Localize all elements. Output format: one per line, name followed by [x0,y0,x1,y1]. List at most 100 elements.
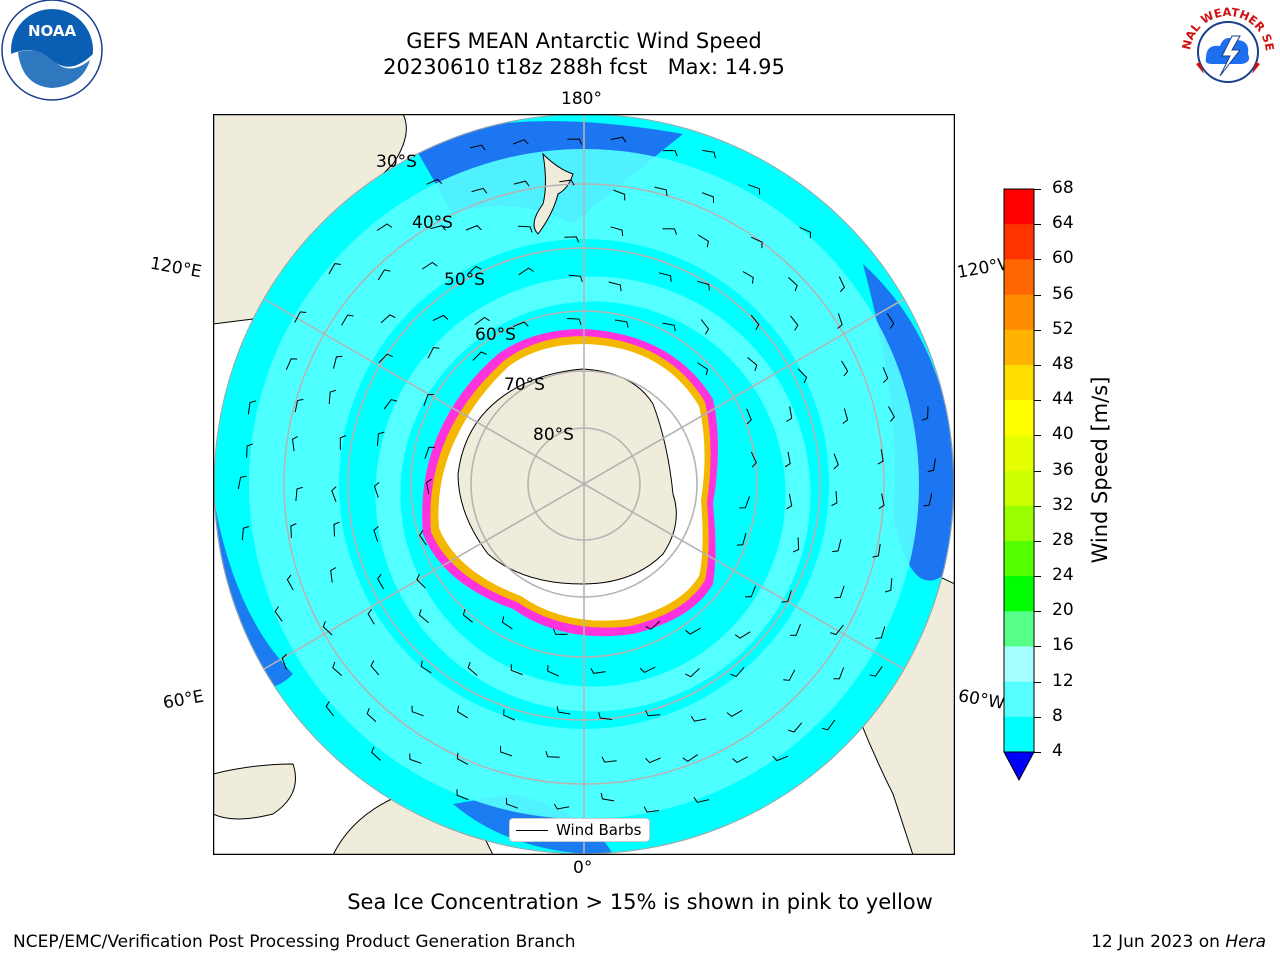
noaa-logo-text: NOAA [28,22,77,40]
wind-barb [376,431,385,446]
land-antarctica [457,368,677,585]
wind-barb [285,358,298,370]
polar-map [213,114,955,855]
wind-barb [833,667,845,680]
wind-barb [837,313,843,329]
wind-barb [645,620,661,630]
sea-ice-caption: Sea Ice Concentration > 15% is shown in … [347,890,933,914]
wind-barb [512,321,529,328]
colorbar-tick-label: 48 [1052,353,1074,374]
wind-field [214,114,954,854]
wind-barb [553,628,568,635]
wind-barb [739,496,750,509]
wind-barbs [237,136,936,813]
wind-barb [564,236,580,243]
wind-barb [367,608,375,625]
wind-barb [409,753,422,764]
wind-barb [886,313,895,329]
wind-barb [832,539,842,553]
wind-barb [295,486,303,501]
wind-barb [376,573,385,590]
wind-barb [701,192,714,203]
colorbar-tick [1034,470,1041,472]
wind-barb [610,136,627,143]
wind-barb [500,745,513,757]
wind-barb [685,627,701,635]
wind-barb [613,189,626,201]
wind-barb [512,139,529,145]
footer-date: 12 Jun 2023 on Hera [1091,932,1266,952]
wind-barb [869,666,883,677]
wind-barb [790,315,799,331]
map-legend: Wind Barbs [509,818,651,842]
wind-barb [331,486,337,502]
wind-barb [291,435,298,452]
wind-barb [330,567,337,583]
colorbar-block [1004,505,1034,542]
wind-barb [841,360,849,377]
wind-barb [474,316,490,326]
wind-barb [750,236,763,249]
wind-barb [383,399,398,410]
wind-barb [466,265,482,275]
colorbar-tick [1034,752,1041,753]
lat-label-70s: 70°S [504,375,545,395]
wind-barb [518,225,533,233]
wind-barb [286,574,294,591]
wind-barb [501,616,513,630]
wind-barb [799,226,812,239]
noaa-logo: NOAA [0,0,104,104]
wind-barb [750,451,757,468]
colorbar-tick-label: 64 [1052,213,1074,234]
wind-barb [465,225,482,231]
wind-barb [702,149,716,159]
wind-barb [608,281,622,292]
wind-barb [545,750,560,758]
wind-barb [797,368,808,384]
wind-barb [614,319,629,328]
wind-barb [237,475,247,490]
colorbar-block [1004,224,1034,260]
footer-host: Hera [1225,932,1266,952]
wind-barb [420,660,432,674]
wind-barb [424,446,435,459]
colorbar-block [1004,400,1034,436]
lat-label-50s: 50°S [444,270,485,290]
legend-line-sample [516,829,548,831]
chart-title: GEFS MEAN Antarctic Wind Speed [406,29,762,53]
wind-barb [371,746,381,761]
footer-date-text: 12 Jun 2023 on [1091,932,1226,952]
colorbar-tick [1034,646,1041,648]
colorbar-tick-label: 8 [1052,705,1063,726]
colorbar-tick [1034,716,1041,718]
wind-barb [370,660,380,676]
wind-barb [734,631,751,639]
colorbar-tick-label: 12 [1052,670,1074,691]
wind-barb [472,351,487,361]
lat-label-40s: 40°S [412,213,453,233]
legend-label: Wind Barbs [556,821,642,839]
wind-barb [427,346,440,359]
wind-barb [645,757,661,764]
wind-barb [663,150,678,157]
wind-barb [332,661,343,676]
wind-barb [426,178,443,185]
wind-barb [567,318,582,325]
colorbar-tick [1034,259,1041,261]
wind-barb [786,493,793,510]
wind-barb [426,478,432,495]
colorbar-tick-label: 32 [1052,494,1074,515]
wind-barb [748,184,761,195]
wind-barb [418,530,427,546]
wind-barb [373,482,380,498]
lon-label-0: 0° [573,858,593,878]
wind-barb [700,319,710,335]
wind-barb [747,357,758,371]
wind-barb [601,756,617,763]
colorbar-block [1004,329,1034,366]
wind-barb [567,138,583,145]
colorbar-tick-label: 56 [1052,283,1074,304]
wind-barb [556,706,571,715]
wind-barb [598,712,613,720]
colorbar-tick-label: 36 [1052,459,1074,480]
